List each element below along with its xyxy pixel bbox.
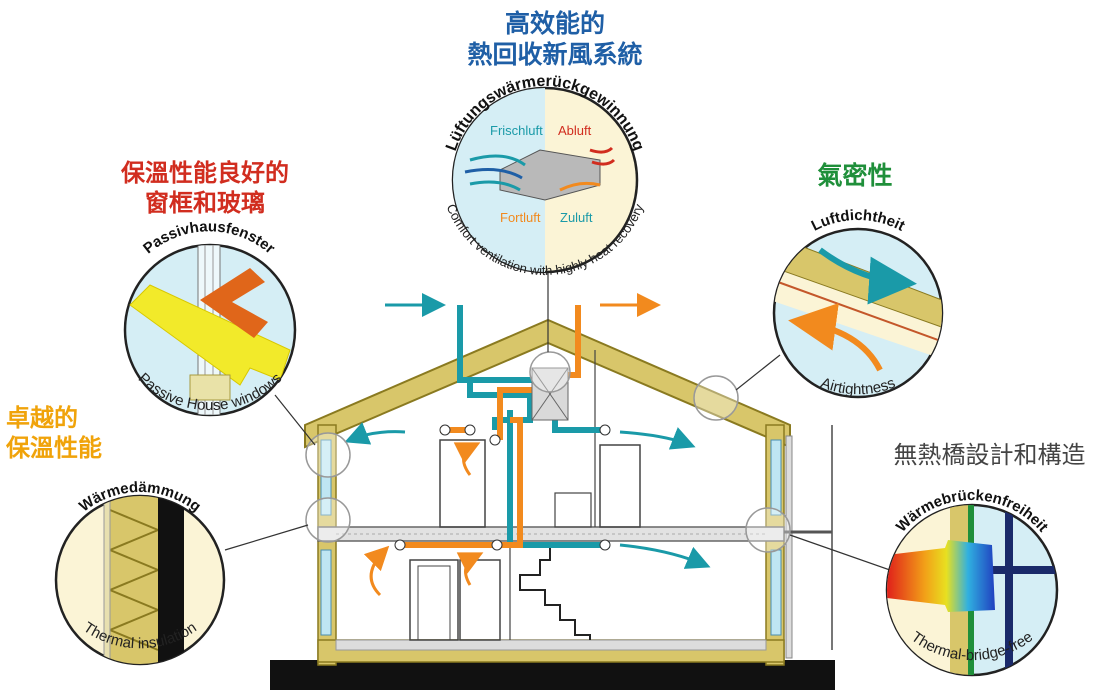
insulation-heading-line1: 卓越的 (6, 404, 78, 432)
insulation-heading-line2: 保溫性能 (6, 434, 102, 462)
house-shell (304, 300, 791, 666)
ventilation-detail-circle: Frischluft Abluft Fortluft Zuluft Lüftun… (443, 73, 647, 278)
airtightness-arc-bottom: Airtightness (818, 374, 897, 398)
flow-arrows (344, 293, 711, 597)
svg-text:Airtightness: Airtightness (818, 374, 897, 398)
frischluft-label: Frischluft (490, 123, 543, 138)
insulation-heading: 卓越的 保溫性能 (6, 403, 136, 463)
airtightness-detail-circle: Luftdichtheit Airtightness (772, 207, 944, 398)
detail-markers (305, 351, 791, 553)
windows-heading: 保溫性能良好的 窗框和玻璃 (95, 158, 315, 218)
hrv-unit (531, 367, 569, 421)
ground-slab (270, 660, 835, 690)
thermal-bridge-detail-circle: Wärmebrückenfreiheit Thermal-bridge-free (885, 487, 1059, 677)
fortluft-label: Fortluft (500, 210, 541, 225)
ventilation-heading-line1: 高效能的 (504, 9, 605, 38)
ventilation-heading: 高效能的 熱回收新風系統 (420, 8, 690, 71)
windows-detail-circle: Passivhausfenster Passive House windows (123, 218, 297, 417)
leader-lines (224, 270, 891, 571)
abluft-label: Abluft (558, 123, 592, 138)
thermal-bridge-heading: 無熱橋設計和構造 (893, 441, 1086, 469)
windows-heading-line1: 保溫性能良好的 (121, 159, 289, 187)
windows-heading-line2: 窗框和玻璃 (145, 189, 265, 217)
insulation-detail-circle: Wärmedämmung Thermal insulation (54, 479, 226, 666)
balcony-bracket (784, 425, 833, 659)
zuluft-label: Zuluft (560, 210, 593, 225)
ventilation-heading-line2: 熱回收新風系統 (467, 40, 643, 70)
airtight-heading: 氣密性 (817, 161, 893, 190)
